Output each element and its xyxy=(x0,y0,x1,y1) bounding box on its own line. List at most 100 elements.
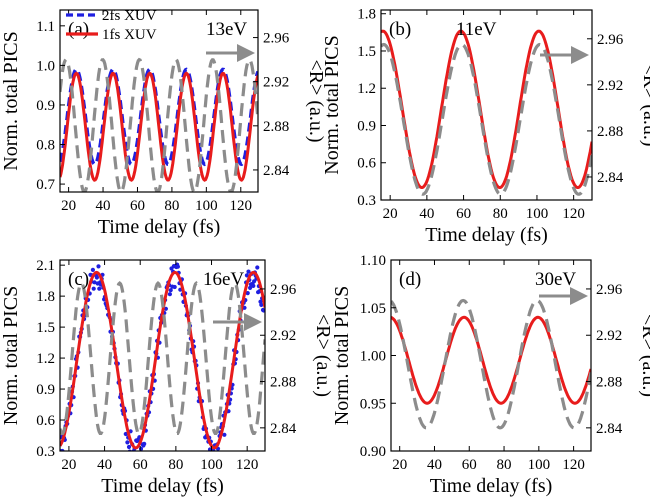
y2-axis-label: <R> (a.u.) xyxy=(639,63,650,146)
y-tick-label: 1.05 xyxy=(360,301,386,317)
x-tick-label: 100 xyxy=(195,198,218,214)
y-tick-label: 0.6 xyxy=(357,156,376,172)
series-line xyxy=(60,281,265,435)
scatter-point xyxy=(97,286,102,291)
series-line xyxy=(60,57,258,192)
legend: 2fs XUV 1fs XUV xyxy=(66,8,157,43)
y2-axis-label: <R> (a.u.) xyxy=(638,314,650,397)
x-tick-label: 20 xyxy=(392,457,407,473)
x-axis-label: Time delay (fs) xyxy=(425,224,548,246)
scatter-point xyxy=(94,275,99,280)
y2-axis-label: <R> (a.u.) xyxy=(312,314,334,397)
y2-tick-label: 2.88 xyxy=(596,375,622,391)
y-tick-label: 1.2 xyxy=(357,81,376,97)
y2-tick-label: 2.84 xyxy=(263,163,290,179)
x-tick-label: 60 xyxy=(462,457,477,473)
y-tick-label: 0.9 xyxy=(36,98,55,114)
panels: 20 40 60 80 100 120 0.7 0.8 0.9 1.0 1.1 2.84 2.88 2.9… xyxy=(0,7,650,497)
y2-tick-label: 2.84 xyxy=(596,421,623,437)
scatter-point xyxy=(92,280,97,285)
y-tick-label: 0.9 xyxy=(36,382,55,398)
y-axis-label: Norm. total PICS xyxy=(321,35,343,174)
y2-tick-label: 2.96 xyxy=(597,32,624,48)
scatter-point xyxy=(258,299,263,304)
x-tick-label: 100 xyxy=(528,457,551,473)
x-tick-label: 60 xyxy=(133,457,148,473)
y2-tick-label: 2.88 xyxy=(597,124,623,140)
x-tick-label: 120 xyxy=(562,206,585,222)
series-line xyxy=(391,315,591,405)
plot-area xyxy=(391,298,591,430)
y-tick-label: 0.3 xyxy=(357,193,376,209)
x-tick-label: 60 xyxy=(456,206,471,222)
series-line xyxy=(391,298,591,430)
scatter-point xyxy=(261,308,265,313)
panel-label: (c) xyxy=(68,269,89,290)
x-axis-label: Time delay (fs) xyxy=(101,475,224,497)
y2-tick-label: 2.96 xyxy=(263,31,290,47)
plot-area xyxy=(381,29,592,196)
legend-label: 2fs XUV xyxy=(102,8,157,24)
plot-frame xyxy=(380,9,593,201)
y-tick-label: 0.3 xyxy=(36,444,55,460)
energy-label: 11eV xyxy=(456,19,497,40)
energy-label: 16eV xyxy=(203,269,244,290)
y2-tick-label: 2.96 xyxy=(596,282,623,298)
scatter-point xyxy=(138,446,144,451)
y-tick-label: 1.0 xyxy=(36,58,55,74)
x-tick-label: 80 xyxy=(497,457,512,473)
y-tick-label: 0.8 xyxy=(36,138,55,154)
scatter-point xyxy=(255,265,260,270)
scatter-point xyxy=(126,444,132,450)
scatter-point xyxy=(125,440,130,445)
x-tick-label: 120 xyxy=(236,457,259,473)
y-tick-label: 1.10 xyxy=(360,253,386,269)
y-tick-label: 0.95 xyxy=(360,396,386,412)
y-tick-label: 1.00 xyxy=(360,349,386,365)
y-axis-label: Norm. total PICS xyxy=(0,286,22,425)
y2-tick-label: 2.88 xyxy=(270,375,296,391)
y-tick-label: 0.6 xyxy=(36,413,55,429)
y-tick-label: 1.1 xyxy=(36,19,55,35)
y2-tick-label: 2.84 xyxy=(597,170,624,186)
x-tick-label: 80 xyxy=(493,206,508,222)
panel-a: 20 40 60 80 100 120 0.7 0.8 0.9 1.0 1.1 2.84 2.88 2.9… xyxy=(0,9,327,238)
panel-d: 20 40 60 80 100 120 0.90 0.95 1.00 1.05 1.10 2.84 2.… xyxy=(331,253,650,497)
panel-c: 20 40 60 80 100 120 0.3 0.6 0.9 1.2 1.5 1.8 2.1 2.84 2… xyxy=(0,258,334,497)
y-tick-label: 0.7 xyxy=(36,177,55,193)
legend-label: 1fs XUV xyxy=(102,27,157,43)
x-tick-label: 40 xyxy=(97,457,112,473)
scatter-point xyxy=(246,269,251,274)
plot-area xyxy=(60,57,258,192)
scatter-point xyxy=(142,441,147,446)
y-axis-label: Norm. total PICS xyxy=(0,31,22,170)
x-tick-label: 100 xyxy=(526,206,549,222)
y2-tick-label: 2.92 xyxy=(263,75,289,91)
plot-frame xyxy=(59,259,266,452)
x-tick-label: 40 xyxy=(427,457,442,473)
y-axis-label: Norm. total PICS xyxy=(331,286,353,425)
scatter-point xyxy=(127,449,132,451)
x-tick-label: 120 xyxy=(230,198,253,214)
x-axis-label: Time delay (fs) xyxy=(430,475,553,497)
y-tick-label: 1.8 xyxy=(36,289,55,305)
series-line xyxy=(60,71,258,182)
panel-label: (d) xyxy=(399,269,421,290)
x-tick-label: 20 xyxy=(383,206,398,222)
scatter-point xyxy=(175,264,180,269)
y-tick-label: 1.2 xyxy=(36,351,55,367)
plot-frame xyxy=(59,9,259,193)
y2-tick-label: 2.84 xyxy=(270,421,297,437)
energy-label: 30eV xyxy=(535,269,576,290)
scatter-point xyxy=(167,292,172,297)
y2-tick-label: 2.92 xyxy=(597,78,623,94)
x-tick-label: 80 xyxy=(164,198,179,214)
x-tick-label: 120 xyxy=(562,457,585,473)
y2-tick-label: 2.88 xyxy=(263,119,289,135)
scatter-point xyxy=(259,302,264,307)
panel-label: (b) xyxy=(389,19,411,40)
y-tick-label: 1.5 xyxy=(357,44,376,60)
y2-tick-label: 2.96 xyxy=(270,282,297,298)
y-tick-label: 1.5 xyxy=(36,320,55,336)
